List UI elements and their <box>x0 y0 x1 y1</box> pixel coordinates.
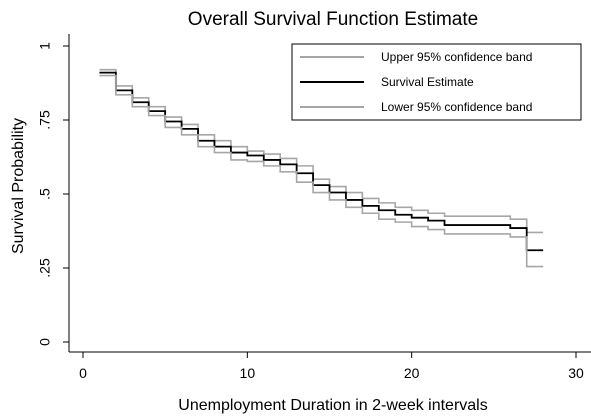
legend-label-estimate: Survival Estimate <box>381 75 474 89</box>
x-tick-label: 0 <box>79 365 87 381</box>
x-axis-label: Unemployment Duration in 2-week interval… <box>178 397 487 414</box>
legend-label-lower: Lower 95% confidence band <box>381 100 532 114</box>
series-lower-band <box>99 74 544 268</box>
y-axis-label: Survival Probability <box>10 118 27 254</box>
legend: Upper 95% confidence band Survival Estim… <box>291 43 582 121</box>
x-tick-label: 30 <box>568 365 584 381</box>
x-tick-label: 10 <box>240 365 256 381</box>
y-tick-label: .75 <box>37 110 53 130</box>
series-survival-estimate <box>99 71 544 252</box>
x-tick-label: 20 <box>404 365 420 381</box>
y-tick-label: 0 <box>37 338 53 346</box>
series-upper-band <box>99 68 544 234</box>
y-tick-label: 1 <box>37 42 53 50</box>
y-tick-label: .5 <box>37 188 53 200</box>
series-layer <box>99 68 544 268</box>
legend-label-upper: Upper 95% confidence band <box>381 50 532 64</box>
chart-title: Overall Survival Function Estimate <box>188 9 478 30</box>
y-tick-label: .25 <box>37 258 53 278</box>
